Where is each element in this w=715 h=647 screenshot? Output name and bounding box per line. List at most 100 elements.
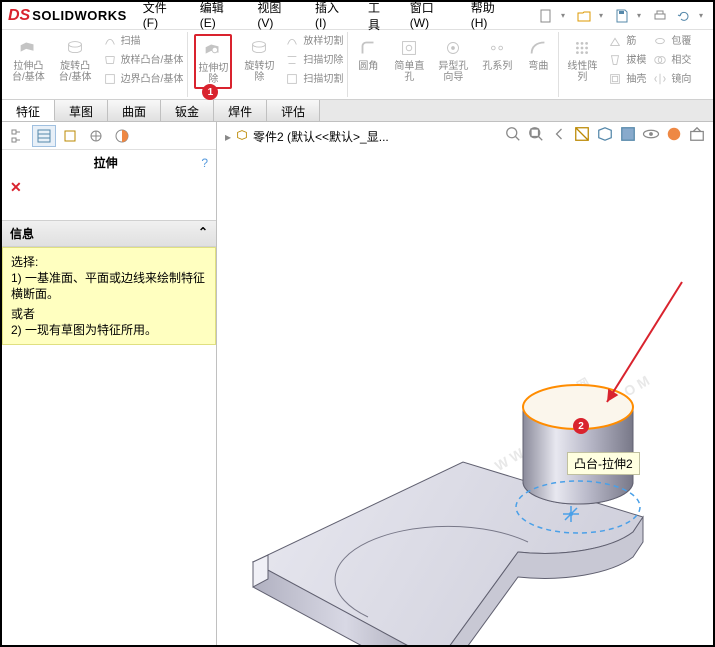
pm-info-line3: 或者 <box>11 306 207 322</box>
apply-scene-icon[interactable] <box>687 124 707 144</box>
mirror-button[interactable]: 镜向 <box>650 70 693 88</box>
zoom-area-icon[interactable] <box>526 124 546 144</box>
main-area: 拉伸 ? ✕ 信息 ⌃ 选择: 1) 一基准面、平面或边线来绘制特征横断面。 或… <box>2 122 713 645</box>
view-toolbar <box>503 124 707 144</box>
sweep-icon <box>102 33 118 49</box>
tooltip-text: 凸台-拉伸2 <box>574 457 633 471</box>
loft-button[interactable]: 放样凸台/基体 <box>100 51 186 69</box>
tab-evaluate[interactable]: 评估 <box>267 100 320 121</box>
pm-header: 拉伸 ? <box>2 150 216 175</box>
revolve-cut-label: 旋转切 除 <box>244 61 274 83</box>
mirror-icon <box>652 71 668 87</box>
linear-pattern-button[interactable]: 线性阵 列 <box>565 34 599 85</box>
bend-icon <box>526 36 550 60</box>
graphics-viewport[interactable]: ▸ 零件2 (默认<<默认>_显... 软件自学网 WWW.RJZXW.COM <box>217 122 713 645</box>
new-doc-icon[interactable] <box>537 7 555 25</box>
revolve-boss-icon <box>63 36 87 60</box>
tab-sketch[interactable]: 草图 <box>55 100 108 121</box>
sweep-button[interactable]: 扫描 <box>100 32 186 50</box>
command-tabs: 特征 草图 曲面 钣金 焊件 评估 <box>2 100 713 122</box>
extrude-boss-label: 拉伸凸 台/基体 <box>12 61 45 83</box>
breadcrumb: ▸ 零件2 (默认<<默认>_显... <box>225 128 389 145</box>
wrap-button[interactable]: 包覆 <box>650 32 693 50</box>
fillet-button[interactable]: 圆角 <box>354 34 382 74</box>
hole-wizard-button[interactable]: 异型孔 向导 <box>436 34 470 85</box>
pm-info-line4: 2) 一现有草图为特征所用。 <box>11 322 207 338</box>
side-tab-appearance[interactable] <box>110 125 134 147</box>
save-dropdown[interactable]: ▾ <box>637 11 645 20</box>
crumb-expand-icon[interactable]: ▸ <box>225 130 231 144</box>
pm-info-header[interactable]: 信息 ⌃ <box>2 220 216 247</box>
print-icon[interactable] <box>651 7 669 25</box>
pm-title: 拉伸 <box>10 154 201 171</box>
property-manager: 拉伸 ? ✕ 信息 ⌃ 选择: 1) 一基准面、平面或边线来绘制特征横断面。 或… <box>2 122 217 645</box>
title-bar: DS SOLIDWORKS 文件(F) 编辑(E) 视图(V) 插入(I) 工具… <box>2 2 713 30</box>
wrap-icon <box>652 33 668 49</box>
hide-show-icon[interactable] <box>641 124 661 144</box>
prev-view-icon[interactable] <box>549 124 569 144</box>
revolve-cut-icon <box>247 36 271 60</box>
extrude-boss-button[interactable]: 拉伸凸 台/基体 <box>10 34 47 85</box>
loft-icon <box>102 52 118 68</box>
extrude-cut-icon <box>201 38 225 62</box>
pm-collapse-icon[interactable]: ⌃ <box>198 225 208 242</box>
logo-ds: DS <box>8 7 30 25</box>
simple-hole-button[interactable]: 简单直 孔 <box>392 34 426 85</box>
pm-close-button[interactable]: ✕ <box>2 175 216 200</box>
revolve-boss-button[interactable]: 旋转凸 台/基体 <box>57 34 94 85</box>
refresh-icon[interactable] <box>675 7 693 25</box>
edit-appearance-icon[interactable] <box>664 124 684 144</box>
crumb-part-name[interactable]: 零件2 (默认<<默认>_显... <box>253 128 389 145</box>
side-tab-pm[interactable] <box>32 125 56 147</box>
side-tab-dim[interactable] <box>84 125 108 147</box>
save-icon[interactable] <box>613 7 631 25</box>
rib-button[interactable]: 筋 <box>605 32 648 50</box>
annotation-badge-1: 1 <box>202 84 218 100</box>
open-dropdown[interactable]: ▾ <box>599 11 607 20</box>
boundary-icon <box>102 71 118 87</box>
hole-series-button[interactable]: 孔系列 <box>480 34 514 74</box>
hole-series-icon <box>485 36 509 60</box>
sweep-cut-button[interactable]: 放样切割 <box>282 32 345 50</box>
pm-info-label: 信息 <box>10 225 34 242</box>
tab-sheetmetal[interactable]: 钣金 <box>161 100 214 121</box>
side-tab-config[interactable] <box>58 125 82 147</box>
side-tabs <box>2 122 216 150</box>
section-view-icon[interactable] <box>572 124 592 144</box>
ribbon-group-boss: 拉伸凸 台/基体 <box>6 32 51 97</box>
feature-tooltip: 凸台-拉伸2 <box>567 452 640 475</box>
intersect-button[interactable]: 相交 <box>650 51 693 69</box>
display-style-icon[interactable] <box>618 124 638 144</box>
tab-weldment[interactable]: 焊件 <box>214 100 267 121</box>
intersect-icon <box>652 52 668 68</box>
hole-wizard-icon <box>441 36 465 60</box>
sweep-cut-icon <box>284 33 300 49</box>
app-logo: DS SOLIDWORKS <box>8 7 127 25</box>
bend-button[interactable]: 弯曲 <box>524 34 552 74</box>
pm-help-icon[interactable]: ? <box>201 156 208 170</box>
draft-button[interactable]: 拔模 <box>605 51 648 69</box>
linear-pattern-icon <box>570 36 594 60</box>
open-icon[interactable] <box>575 7 593 25</box>
ribbon-col-sweep: 扫描 放样凸台/基体 边界凸台/基体 <box>100 32 186 97</box>
side-tab-tree[interactable] <box>6 125 30 147</box>
extrude-boss-icon <box>16 36 40 60</box>
boundary-button[interactable]: 边界凸台/基体 <box>100 70 186 88</box>
zoom-fit-icon[interactable] <box>503 124 523 144</box>
logo-text: SOLIDWORKS <box>32 8 127 23</box>
annotation-arrow <box>587 272 707 422</box>
tab-features[interactable]: 特征 <box>2 100 55 121</box>
view-orient-icon[interactable] <box>595 124 615 144</box>
tab-surface[interactable]: 曲面 <box>108 100 161 121</box>
refresh-dropdown[interactable]: ▾ <box>699 11 707 20</box>
rotate-cursor-icon <box>559 502 583 526</box>
ribbon: 拉伸凸 台/基体 旋转凸 台/基体 扫描 放样凸台/基体 边界凸台/基体 拉伸切… <box>2 30 713 100</box>
new-doc-dropdown[interactable]: ▾ <box>561 11 569 20</box>
boundary-cut-button[interactable]: 扫描切割 <box>282 70 345 88</box>
revolve-cut-button[interactable]: 旋转切 除 <box>242 34 276 85</box>
loft-cut-button[interactable]: 扫描切除 <box>282 51 345 69</box>
extrude-cut-button[interactable]: 拉伸切 除 <box>194 34 232 89</box>
pm-info-line1: 选择: <box>11 254 207 270</box>
shell-button[interactable]: 抽壳 <box>605 70 648 88</box>
part-icon <box>235 128 249 145</box>
